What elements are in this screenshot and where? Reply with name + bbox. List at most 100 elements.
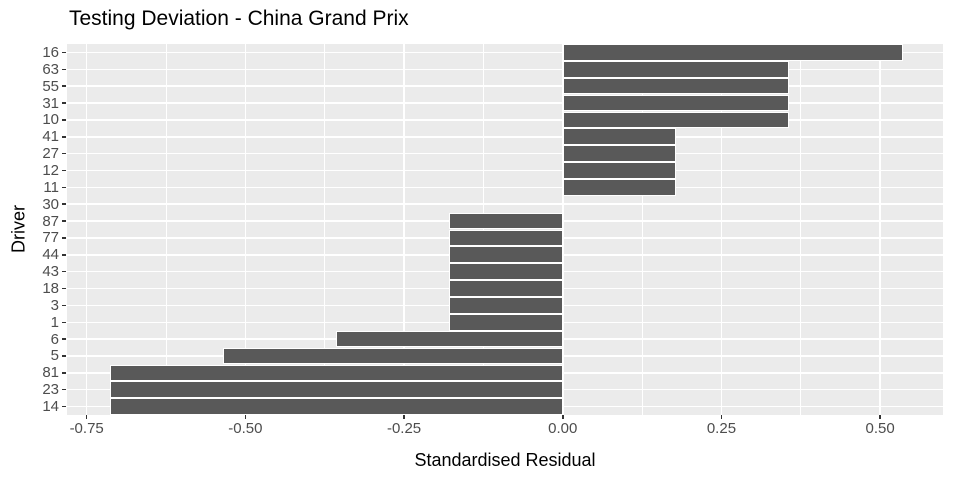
y-axis-tick-label: 77 [42,229,59,247]
bar [449,263,563,280]
y-axis-tick [61,119,66,121]
gridline-major-vertical [562,44,564,415]
gridline-major-horizontal [67,169,943,172]
y-axis-tick [61,372,66,374]
bar [336,330,563,348]
y-axis-tick [61,136,66,138]
y-axis-tick [61,237,66,239]
bar [109,398,563,415]
bar [449,212,563,230]
bar [449,280,563,297]
y-axis-tick [61,51,66,54]
bar [562,60,790,78]
bar [109,364,563,382]
y-axis-tick [61,355,66,357]
x-axis-tick [562,415,564,419]
x-axis-tick [879,415,881,419]
bar [562,44,903,61]
y-axis-tick-label: 3 [50,296,59,314]
bar [562,77,790,95]
gridline-major-horizontal [67,136,943,138]
y-axis-tick [61,254,66,256]
gridline-major-vertical [85,44,88,415]
gridline-major-vertical [403,44,405,415]
y-axis-tick-label: 41 [42,128,59,146]
y-axis-tick [61,203,66,205]
y-axis-tick-label: 6 [50,330,59,348]
gridline-major-vertical [720,44,723,415]
gridline-major-horizontal [67,119,943,121]
gridline-major-horizontal [67,186,943,189]
y-axis-tick-label: 55 [42,77,59,95]
gridline-major-horizontal [67,203,943,205]
y-axis-tick [61,405,66,408]
bar [562,128,677,146]
gridline-major-horizontal [67,102,943,104]
y-axis-tick-label: 1 [50,313,59,331]
y-axis-tick-label: 81 [42,364,59,382]
bar [562,179,677,196]
chart-title: Testing Deviation - China Grand Prix [69,7,409,30]
y-axis-tick [61,270,66,273]
x-axis-tick-label: -0.50 [228,420,263,437]
y-axis-tick [61,338,66,340]
x-axis-tick-label: -0.75 [69,420,104,437]
y-axis-tick-label: 87 [42,212,59,230]
y-axis-tick [61,85,66,87]
y-axis-tick [61,68,66,71]
bar [562,162,677,179]
bar [449,246,563,264]
gridline-minor-vertical [800,44,802,415]
x-axis-tick-label: 0.00 [548,420,578,437]
y-axis-tick-label: 5 [50,347,59,365]
y-axis-tick [61,287,66,290]
y-axis-tick-label: 18 [42,280,59,298]
y-axis-tick [61,169,66,172]
y-axis-tick-label: 14 [42,398,59,416]
x-axis-tick [403,415,405,419]
x-axis-tick-label: 0.25 [706,420,737,437]
bar [562,111,790,129]
y-axis-tick [61,304,66,307]
y-axis-tick [61,220,66,222]
y-axis-tick-label: 43 [42,263,59,281]
x-axis-tick-label: -0.25 [386,420,422,437]
plot-panel [67,44,943,415]
bar [449,229,563,247]
x-axis-tick [244,415,247,419]
y-axis-tick [61,152,66,155]
x-axis-tick-label: 0.50 [865,420,895,437]
bar [562,94,790,112]
bar [449,313,563,331]
gridline-minor-vertical [324,44,326,415]
y-axis-tick-label: 11 [43,178,59,196]
x-axis-tick [720,415,723,419]
gridline-major-horizontal [67,51,943,54]
bar [449,297,563,314]
y-axis-tick-label: 30 [42,195,59,213]
gridline-minor-vertical [641,44,643,415]
y-axis-tick [61,102,66,104]
y-axis-tick-label: 12 [42,161,59,179]
y-axis-tick [61,388,66,391]
y-axis-tick-label: 10 [42,111,59,129]
gridline-minor-vertical [482,44,484,415]
x-axis-tick [85,415,88,419]
y-axis-tick-label: 23 [42,381,59,399]
y-axis-tick [61,321,66,323]
bar [109,381,563,398]
gridline-major-horizontal [67,68,943,71]
y-axis-tick-label: 63 [42,60,59,78]
gridline-major-horizontal [67,85,943,87]
gridline-major-vertical [879,44,881,415]
x-axis-title: Standardised Residual [414,450,596,470]
bar [222,347,563,365]
y-axis-tick-label: 27 [42,145,59,163]
y-axis-tick-label: 31 [42,94,59,112]
bar [562,145,677,162]
y-axis-tick-label: 16 [42,43,59,61]
gridline-major-vertical [244,44,247,415]
y-axis-tick [61,186,66,189]
gridline-minor-vertical [165,44,167,415]
